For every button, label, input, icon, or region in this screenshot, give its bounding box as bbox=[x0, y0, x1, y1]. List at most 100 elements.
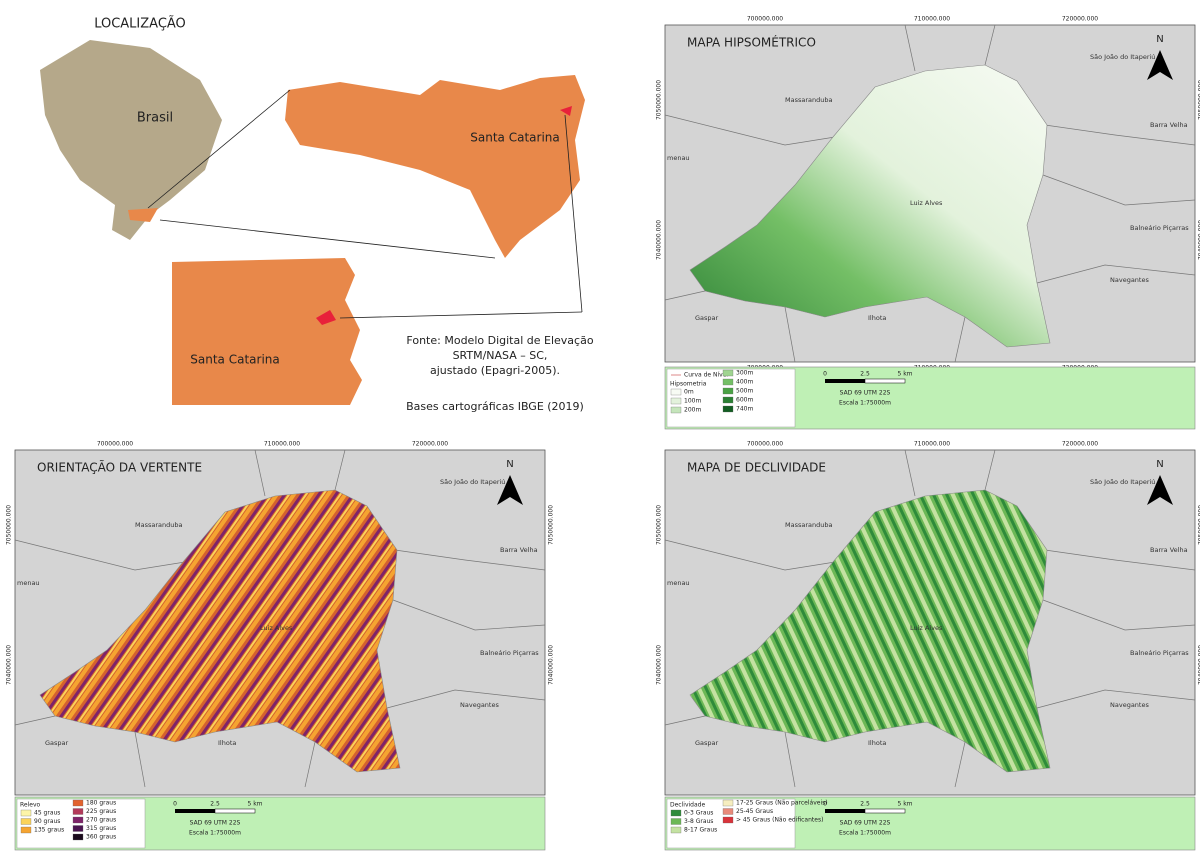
y-coord: 7050000.000 bbox=[656, 505, 663, 545]
legend-swatch bbox=[670, 809, 682, 817]
legend-swatch bbox=[670, 397, 682, 405]
sc-highlight bbox=[128, 208, 158, 222]
scale-bar-black bbox=[825, 379, 865, 383]
legend-label: 200m bbox=[684, 407, 701, 414]
legend-swatch bbox=[722, 369, 734, 377]
legend-label: 45 graus bbox=[34, 810, 60, 817]
legend-swatch bbox=[72, 816, 84, 824]
legend-label: 90 graus bbox=[34, 818, 60, 825]
scale-ratio: Escala 1:75000m bbox=[189, 830, 241, 837]
legend-label: 315 graus bbox=[86, 825, 116, 832]
zoom-study-area bbox=[316, 310, 336, 325]
map-title: ORIENTAÇÃO DA VERTENTE bbox=[37, 460, 202, 475]
place-label: Gaspar bbox=[45, 739, 69, 747]
place-label: Gaspar bbox=[695, 739, 719, 747]
place-label: Luiz Alves bbox=[910, 624, 943, 632]
legend-label: 180 graus bbox=[86, 800, 116, 807]
legend-label: 740m bbox=[736, 406, 753, 413]
legend-label: 100m bbox=[684, 398, 701, 405]
legend-swatch bbox=[72, 799, 84, 807]
x-coord: 710000.000 bbox=[914, 16, 950, 23]
y-coord: 7040000.000 bbox=[656, 645, 663, 685]
legend-label: 17-25 Graus (Não parceláveis) bbox=[736, 800, 828, 807]
place-label: Navegantes bbox=[1110, 276, 1149, 284]
place-label: São João do Itaperiú bbox=[1090, 478, 1155, 486]
place-label: Ilhota bbox=[868, 739, 886, 747]
legend-swatch bbox=[72, 825, 84, 832]
x-coord: 700000.000 bbox=[97, 441, 133, 448]
zoom-shape bbox=[172, 258, 362, 405]
y-coord: 7050000.000 bbox=[548, 505, 555, 545]
y-coord: 7050000.000 bbox=[6, 505, 13, 545]
legend-swatch bbox=[20, 818, 32, 825]
boundaries bbox=[14, 449, 546, 788]
place-label: Ilhota bbox=[218, 739, 236, 747]
legend-swatch bbox=[20, 809, 32, 817]
scale-label: 2.5 bbox=[860, 801, 870, 808]
x-coord: 700000.000 bbox=[747, 441, 783, 448]
y-coord: 7040000.000 bbox=[548, 645, 555, 685]
location-panel: LOCALIZAÇÃO Brasil Santa Catarina Santa … bbox=[40, 16, 594, 413]
legend-swatch bbox=[722, 816, 734, 824]
legend-label: 0-3 Graus bbox=[684, 810, 713, 817]
place-label: Ilhota bbox=[868, 314, 886, 322]
municipality bbox=[689, 489, 1051, 773]
map-title: MAPA DE DECLIVIDADE bbox=[687, 461, 826, 475]
place-label: São João do Itaperiú bbox=[440, 478, 505, 486]
source-line: SRTM/NASA – SC, bbox=[453, 349, 548, 362]
scale-ratio: Escala 1:75000m bbox=[839, 830, 891, 837]
map-panel: MAPA HIPSOMÉTRICON700000.000700000.00071… bbox=[656, 16, 1200, 372]
place-label: Barra Velha bbox=[500, 546, 538, 554]
place-label: Navegantes bbox=[1110, 701, 1149, 709]
place-label: Balneário Piçarras bbox=[480, 649, 539, 657]
scale-bar-white bbox=[214, 808, 256, 814]
x-coord: 720000.000 bbox=[412, 441, 448, 448]
legend-swatch bbox=[72, 808, 84, 815]
place-label: Barra Velha bbox=[1150, 546, 1188, 554]
projection: SAD 69 UTM 22S bbox=[190, 820, 241, 827]
legend-label: 270 graus bbox=[86, 817, 116, 824]
legend-swatch bbox=[670, 388, 682, 396]
legend-label: 135 graus bbox=[34, 827, 64, 834]
legend-swatch bbox=[670, 826, 682, 834]
place-label: Balneário Piçarras bbox=[1130, 224, 1189, 232]
y-coord: 7050000.000 bbox=[1198, 505, 1200, 545]
north-label: N bbox=[1156, 34, 1163, 45]
legend-label: 225 graus bbox=[86, 808, 116, 815]
legend-label: > 45 Graus (Não edificantes) bbox=[736, 817, 823, 824]
legend-label: 500m bbox=[736, 388, 753, 395]
north-label: N bbox=[506, 459, 513, 470]
legend-swatch bbox=[72, 833, 84, 841]
source-line: ajustado (Epagri-2005). bbox=[430, 364, 560, 377]
scale-label: 0 bbox=[173, 801, 177, 808]
legend-title: Declividade bbox=[670, 802, 705, 809]
place-label: Massaranduba bbox=[135, 521, 182, 529]
scale-bar-black bbox=[175, 809, 215, 813]
map-panel: MAPA DE DECLIVIDADEN700000.000700000.000… bbox=[656, 441, 1200, 805]
legend-label: 600m bbox=[736, 397, 753, 404]
place-label: Massaranduba bbox=[785, 96, 832, 104]
place-label: Balneário Piçarras bbox=[1130, 649, 1189, 657]
scale-bar-black bbox=[825, 809, 865, 813]
legend-swatch bbox=[670, 406, 682, 414]
boundaries bbox=[664, 449, 1196, 788]
scale-label: 5 km bbox=[247, 801, 262, 808]
legend-title: Relevo bbox=[20, 802, 41, 809]
scale-label: 2.5 bbox=[210, 801, 220, 808]
north-arrow bbox=[1147, 50, 1173, 80]
legend-swatch bbox=[722, 799, 734, 807]
legend-label: 8-17 Graus bbox=[684, 827, 717, 834]
legend-swatch bbox=[20, 826, 32, 834]
place-label: São João do Itaperiú bbox=[1090, 53, 1155, 61]
location-title: LOCALIZAÇÃO bbox=[94, 16, 186, 32]
place-label: Navegantes bbox=[460, 701, 499, 709]
place-label: menau bbox=[667, 579, 690, 587]
place-label: Massaranduba bbox=[785, 521, 832, 529]
legend-swatch bbox=[722, 396, 734, 404]
scale-label: 2.5 bbox=[860, 371, 870, 378]
place-label: Gaspar bbox=[695, 314, 719, 322]
x-coord: 710000.000 bbox=[264, 441, 300, 448]
scale-label: 0 bbox=[823, 801, 827, 808]
